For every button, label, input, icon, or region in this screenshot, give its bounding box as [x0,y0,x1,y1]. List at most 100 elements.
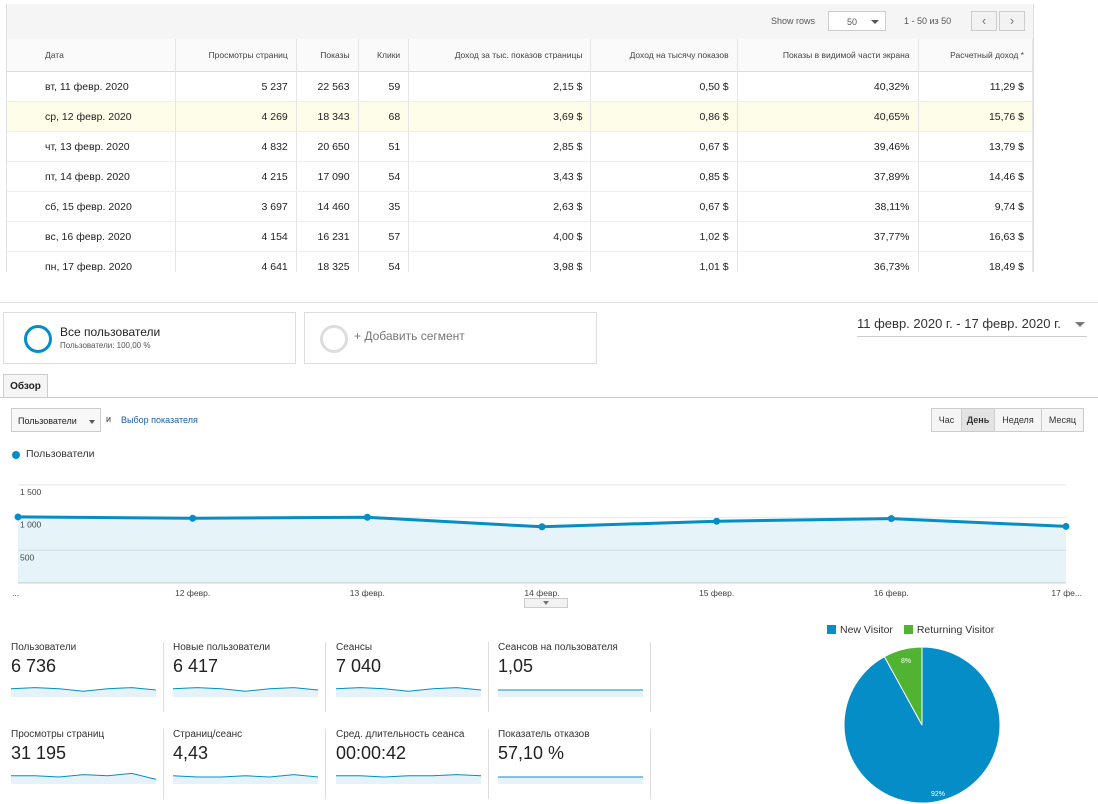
metric-sparkline [498,776,643,784]
metric-label: Просмотры страниц [11,729,105,740]
data-point[interactable] [538,523,546,531]
segment-title: Все пользователи [60,325,161,339]
metric-card[interactable]: Просмотры страниц 31 195 [11,729,164,799]
table-cell: 9,74 $ [918,191,1033,222]
granularity-hour-button[interactable]: Час [931,408,962,432]
add-segment-button[interactable]: + Добавить сегмент [304,312,597,364]
date-range-picker[interactable]: 11 февр. 2020 г. - 17 февр. 2020 г. [857,316,1087,337]
granularity-week-button[interactable]: Неделя [994,408,1042,432]
column-header[interactable]: Показы в видимой части экрана [737,39,919,72]
x-tick-label: 16 февр. [874,588,909,598]
select-metric-link[interactable]: Выбор показателя [121,415,198,425]
column-header[interactable]: Просмотры страниц [175,39,297,72]
y-tick-label: 1 500 [20,487,42,497]
chevron-right-icon: › [1009,13,1015,28]
segment-all-users[interactable]: Все пользователи Пользователи: 100,00 % [3,312,296,364]
sparkline-line [336,774,482,778]
column-header[interactable]: Расчетный доход * [918,39,1033,72]
x-tick-label: ... [12,588,19,598]
data-point[interactable] [887,515,895,523]
table-cell: вт, 11 февр. 2020 [7,71,176,102]
table-cell: 4 832 [175,131,297,162]
pie-slice[interactable] [883,646,923,726]
granularity-month-button[interactable]: Месяц [1041,408,1084,432]
tab-overview[interactable]: Обзор [3,374,48,398]
table-row[interactable]: пн, 17 февр. 2020 4 641 18 325 54 3,98 $1,01… [7,251,1033,272]
metric-value: 1,05 [498,656,534,676]
tab-underline [0,397,1098,398]
metric-card[interactable]: Страниц/сеанс 4,43 [173,729,326,799]
visitor-type-pie-chart[interactable]: 92% 8% [838,645,1008,804]
table-cell: 0,50 $ [590,71,738,102]
table-cell: 18,49 $ [918,251,1033,272]
data-point[interactable] [713,517,721,525]
metric-card[interactable]: Новые пользователи 6 417 [173,642,326,712]
data-point[interactable] [363,513,371,521]
prev-page-button[interactable]: ‹ [971,11,997,31]
table-cell: 4 641 [175,251,297,272]
metric-card[interactable]: Пользователи 6 736 [11,642,164,712]
table-cell: 4,00 $ [408,221,592,252]
column-header[interactable]: Доход за тыс. показов страницы [408,39,592,72]
table-cell: 35 [358,191,410,222]
x-tick-label: 17 фе... [1051,588,1082,598]
table-cell: 68 [358,101,410,132]
new-visitor-swatch [827,625,836,634]
table-row[interactable]: сб, 15 февр. 2020 3 697 14 460 35 2,63 $0,67… [7,191,1033,222]
metric-card[interactable]: Сеансов на пользователя 1,05 [498,642,651,712]
table-cell: 54 [358,161,410,192]
metric-value: 57,10 % [498,743,565,763]
sparkline-line [336,687,482,692]
metric-card[interactable]: Показатель отказов 57,10 % [498,729,651,799]
table-cell: 3,98 $ [408,251,592,272]
chart-collapse-handle[interactable] [524,598,568,608]
table-body: вт, 11 февр. 2020 5 237 22 563 59 2,15 $0,50… [7,71,1033,272]
column-header[interactable]: Доход на тысячу показов [590,39,738,72]
table-row[interactable]: ср, 12 февр. 2020 4 269 18 343 68 3,69 $0,86… [7,101,1033,132]
chevron-down-icon [871,20,879,24]
table-cell: 38,11% [737,191,919,222]
metric-sparkline [11,772,157,784]
table-row[interactable]: вт, 11 февр. 2020 5 237 22 563 59 2,15 $0,50… [7,71,1033,102]
table-row[interactable]: чт, 13 февр. 2020 4 832 20 650 51 2,85 $0,67… [7,131,1033,162]
table-cell: 39,46% [737,131,919,162]
metric-label: Показатель отказов [498,729,590,740]
table-cell: 0,67 $ [590,191,738,222]
users-line-chart[interactable]: 1 500 1 000 500... 12 февр. 13 февр. 14 февр.… [0,462,1098,602]
table-cell: 40,65% [737,101,919,132]
segment-ring-icon [24,325,52,353]
sparkline-line [173,774,319,778]
metric-card[interactable]: Сред. длительность сеанса 00:00:42 [336,729,489,799]
chevron-left-icon: ‹ [981,13,987,28]
column-header[interactable]: Показы [296,39,359,72]
sparkline-area [173,687,318,697]
empty-segment-ring-icon [320,325,348,353]
column-header[interactable]: Клики [358,39,410,72]
metric-card[interactable]: Сеансы 7 040 [336,642,489,712]
rows-per-page-select[interactable]: 50 [828,11,886,31]
metric-sparkline [336,687,482,697]
metric-sparkline [173,774,319,784]
metric-select[interactable]: Пользователи [11,408,101,432]
chevron-down-icon [89,420,95,424]
table-row[interactable]: вс, 16 февр. 2020 4 154 16 231 57 4,00 $1,02… [7,221,1033,252]
next-page-button[interactable]: › [999,11,1025,31]
metric-value: 00:00:42 [336,743,407,763]
table-cell: 2,85 $ [408,131,592,162]
table-cell: чт, 13 февр. 2020 [7,131,176,162]
add-segment-label: + Добавить сегмент [354,329,465,343]
data-point[interactable] [14,513,22,521]
metric-label: Новые пользователи [173,642,271,653]
sparkline-area [336,774,481,784]
table-row[interactable]: пт, 14 февр. 2020 4 215 17 090 54 3,43 $0,85… [7,161,1033,192]
metric-sparkline [498,689,643,697]
column-header[interactable]: Дата [7,39,176,72]
date-range-text: 11 февр. 2020 г. - 17 февр. 2020 г. [857,316,1061,331]
legend-returning-visitor: Returning Visitor [916,624,995,636]
table-cell: 11,29 $ [918,71,1033,102]
data-point[interactable] [189,514,197,522]
table-cell: 14 460 [296,191,359,222]
granularity-day-button[interactable]: День [961,408,995,432]
data-point[interactable] [1062,522,1070,530]
sparkline-line [11,687,157,692]
